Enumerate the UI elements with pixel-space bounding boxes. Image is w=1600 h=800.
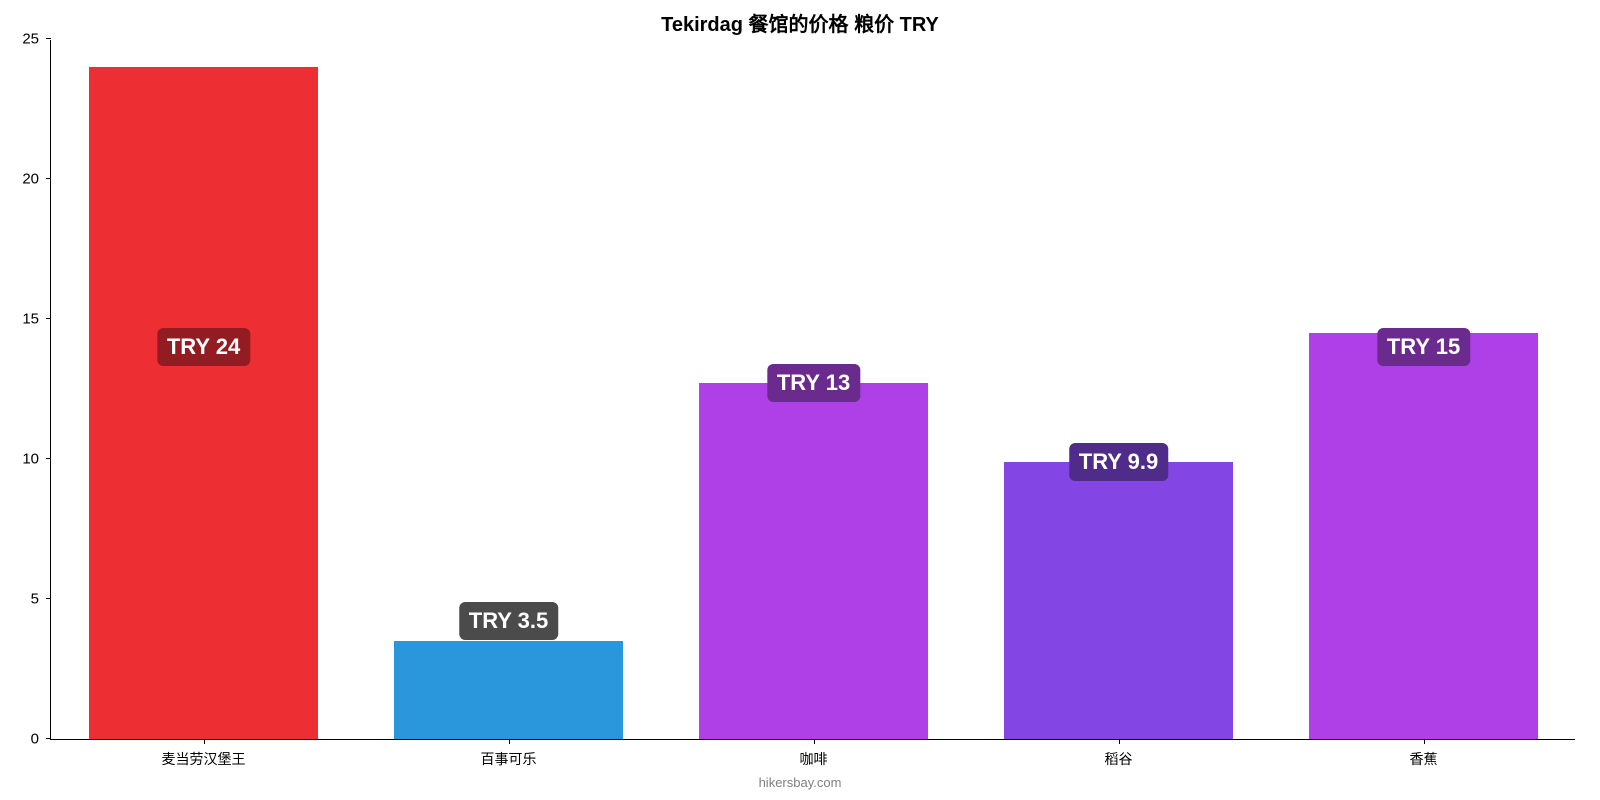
x-tick-mark [1424,739,1425,744]
bar [1004,462,1233,739]
x-tick-mark [814,739,815,744]
bar-value-label: TRY 24 [157,328,250,366]
x-tick-label: 咖啡 [800,749,828,769]
x-tick-label: 麦当劳汉堡王 [162,749,246,769]
y-tick-label: 15 [22,311,39,328]
bar [699,383,928,739]
y-tick-mark [46,38,51,39]
y-tick-label: 10 [22,451,39,468]
y-tick-label: 25 [22,31,39,48]
y-tick-label: 20 [22,171,39,188]
x-tick-label: 稻谷 [1105,749,1133,769]
bar-value-label: TRY 9.9 [1069,443,1168,481]
y-tick-mark [46,738,51,739]
chart-title: Tekirdag 餐馆的价格 粮价 TRY [0,8,1600,37]
bar-value-label: TRY 3.5 [459,602,558,640]
bar-value-label: TRY 13 [767,364,860,402]
x-tick-mark [204,739,205,744]
x-tick-mark [1119,739,1120,744]
y-tick-mark [46,458,51,459]
x-tick-mark [509,739,510,744]
x-tick-label: 百事可乐 [481,749,537,769]
plot-area: 0510152025TRY 24麦当劳汉堡王TRY 3.5百事可乐TRY 13咖… [50,40,1575,740]
y-tick-mark [46,598,51,599]
x-tick-label: 香蕉 [1410,749,1438,769]
attribution-text: hikersbay.com [0,775,1600,790]
y-tick-mark [46,318,51,319]
bar [394,641,623,739]
bar [1309,333,1538,739]
bar-value-label: TRY 15 [1377,328,1470,366]
y-tick-label: 0 [31,731,39,748]
y-tick-label: 5 [31,591,39,608]
bar [89,67,318,739]
y-tick-mark [46,178,51,179]
